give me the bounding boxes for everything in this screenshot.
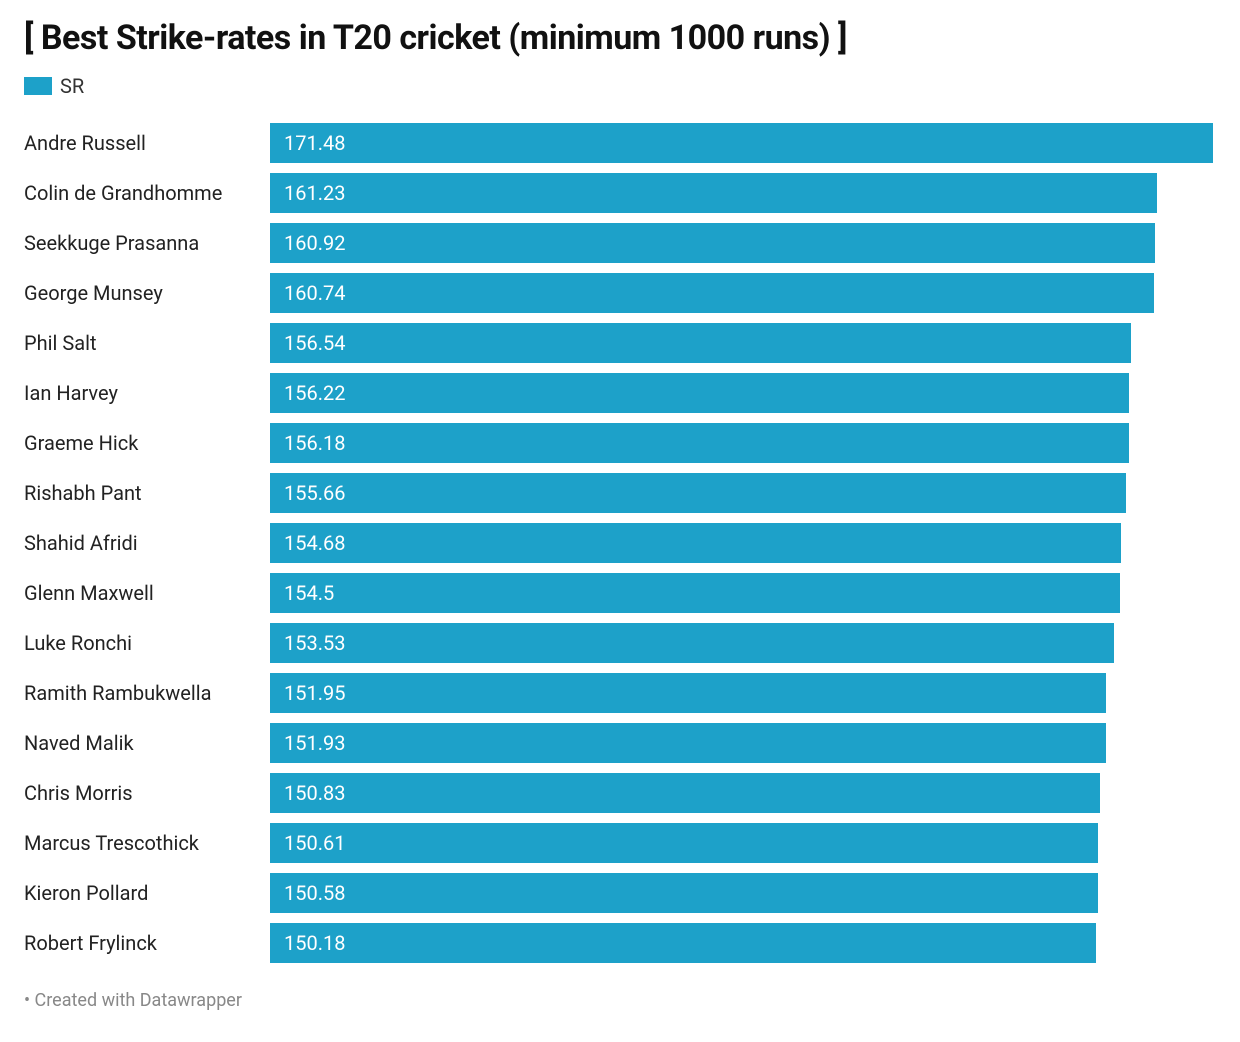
bar-track: 151.95 — [270, 673, 1216, 713]
bar-row: Marcus Trescothick 150.61 — [24, 818, 1216, 868]
bar-row: Chris Morris 150.83 — [24, 768, 1216, 818]
bar-row: Kieron Pollard 150.58 — [24, 868, 1216, 918]
bar: 153.53 — [270, 623, 1114, 663]
bar: 154.5 — [270, 573, 1120, 613]
bar: 161.23 — [270, 173, 1157, 213]
chart-title: [ Best Strike-rates in T20 cricket (mini… — [24, 18, 1216, 58]
legend: SR — [24, 74, 1216, 98]
bar-label: Chris Morris — [24, 781, 270, 805]
bar: 156.54 — [270, 323, 1131, 363]
bar-track: 171.48 — [270, 123, 1216, 163]
bar-value: 171.48 — [284, 131, 345, 155]
bar-value: 151.93 — [284, 731, 345, 755]
bar: 151.93 — [270, 723, 1106, 763]
legend-label: SR — [60, 74, 84, 98]
bar-track: 155.66 — [270, 473, 1216, 513]
bar-value: 150.83 — [284, 781, 345, 805]
bar-row: Robert Frylinck 150.18 — [24, 918, 1216, 968]
bar-track: 150.61 — [270, 823, 1216, 863]
bar-value: 150.61 — [284, 831, 345, 855]
bar-row: Seekkuge Prasanna 160.92 — [24, 218, 1216, 268]
bar: 171.48 — [270, 123, 1213, 163]
bar-row: Glenn Maxwell 154.5 — [24, 568, 1216, 618]
bar: 155.66 — [270, 473, 1126, 513]
bar-row: Andre Russell 171.48 — [24, 118, 1216, 168]
bar-track: 156.22 — [270, 373, 1216, 413]
bar-track: 150.58 — [270, 873, 1216, 913]
bar-track: 150.83 — [270, 773, 1216, 813]
chart-footer: • Created with Datawrapper — [24, 990, 1216, 1011]
bar-track: 160.74 — [270, 273, 1216, 313]
bar: 156.18 — [270, 423, 1129, 463]
bar-label: Luke Ronchi — [24, 631, 270, 655]
bar-value: 160.92 — [284, 231, 345, 255]
bar-row: Phil Salt 156.54 — [24, 318, 1216, 368]
bar: 160.74 — [270, 273, 1154, 313]
bar-track: 160.92 — [270, 223, 1216, 263]
bar-row: Ramith Rambukwella 151.95 — [24, 668, 1216, 718]
chart-container: [ Best Strike-rates in T20 cricket (mini… — [0, 0, 1240, 1031]
bar-track: 156.54 — [270, 323, 1216, 363]
bar-label: George Munsey — [24, 281, 270, 305]
bar-label: Ramith Rambukwella — [24, 681, 270, 705]
bar: 150.61 — [270, 823, 1098, 863]
bar: 151.95 — [270, 673, 1106, 713]
bar-track: 154.68 — [270, 523, 1216, 563]
bar-chart: Andre Russell 171.48 Colin de Grandhomme 16… — [24, 118, 1216, 968]
bar-row: Shahid Afridi 154.68 — [24, 518, 1216, 568]
bar-label: Colin de Grandhomme — [24, 181, 270, 205]
bar-value: 156.18 — [284, 431, 345, 455]
bar: 150.83 — [270, 773, 1100, 813]
bar-value: 155.66 — [284, 481, 345, 505]
bar-label: Shahid Afridi — [24, 531, 270, 555]
bar-label: Glenn Maxwell — [24, 581, 270, 605]
bar-label: Phil Salt — [24, 331, 270, 355]
bar-label: Ian Harvey — [24, 381, 270, 405]
bar-track: 154.5 — [270, 573, 1216, 613]
bar-row: Colin de Grandhomme 161.23 — [24, 168, 1216, 218]
bar-track: 151.93 — [270, 723, 1216, 763]
bar: 154.68 — [270, 523, 1121, 563]
bar-value: 150.18 — [284, 931, 345, 955]
bar-label: Robert Frylinck — [24, 931, 270, 955]
bar-row: Naved Malik 151.93 — [24, 718, 1216, 768]
bar-label: Seekkuge Prasanna — [24, 231, 270, 255]
legend-swatch — [24, 77, 52, 95]
bar-track: 150.18 — [270, 923, 1216, 963]
bar-track: 156.18 — [270, 423, 1216, 463]
bar-label: Kieron Pollard — [24, 881, 270, 905]
bar-row: Ian Harvey 156.22 — [24, 368, 1216, 418]
bar-value: 156.22 — [284, 381, 345, 405]
bar-label: Rishabh Pant — [24, 481, 270, 505]
bar-track: 161.23 — [270, 173, 1216, 213]
bar-value: 161.23 — [284, 181, 345, 205]
bar-value: 154.5 — [284, 581, 334, 605]
bar: 160.92 — [270, 223, 1155, 263]
bar-value: 154.68 — [284, 531, 345, 555]
bar-label: Marcus Trescothick — [24, 831, 270, 855]
bar: 156.22 — [270, 373, 1129, 413]
bar-row: George Munsey 160.74 — [24, 268, 1216, 318]
bar-row: Graeme Hick 156.18 — [24, 418, 1216, 468]
bar-value: 150.58 — [284, 881, 345, 905]
bar-row: Luke Ronchi 153.53 — [24, 618, 1216, 668]
bar-value: 156.54 — [284, 331, 345, 355]
bar-label: Andre Russell — [24, 131, 270, 155]
bar-track: 153.53 — [270, 623, 1216, 663]
bar-label: Graeme Hick — [24, 431, 270, 455]
bar-row: Rishabh Pant 155.66 — [24, 468, 1216, 518]
bar: 150.58 — [270, 873, 1098, 913]
bar-value: 160.74 — [284, 281, 345, 305]
bar-value: 151.95 — [284, 681, 345, 705]
bar-value: 153.53 — [284, 631, 345, 655]
bar-label: Naved Malik — [24, 731, 270, 755]
bar: 150.18 — [270, 923, 1096, 963]
